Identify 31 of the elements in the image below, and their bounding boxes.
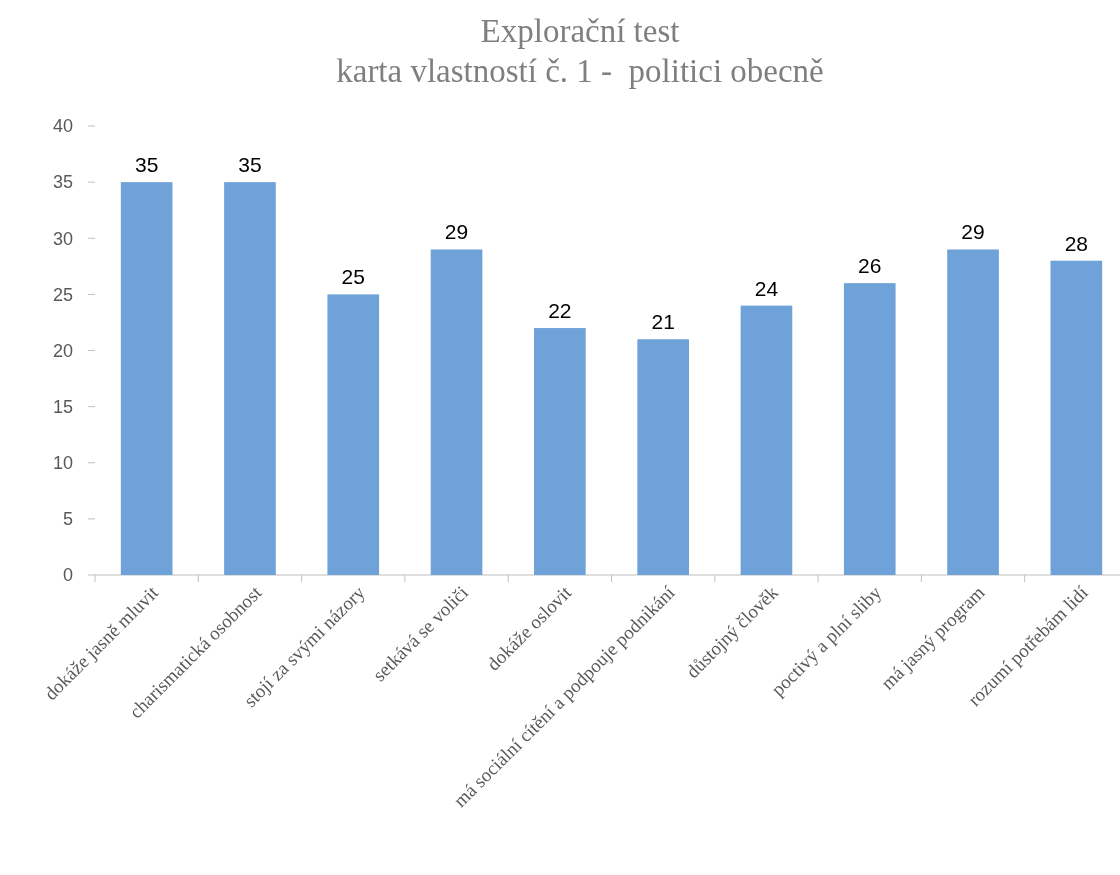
bar bbox=[224, 182, 276, 575]
chart-subtitle: karta vlastností č. 1 - politici obecně bbox=[336, 53, 824, 89]
bar bbox=[740, 305, 793, 575]
y-tick-label: 30 bbox=[52, 228, 73, 249]
data-label: 28 bbox=[1064, 231, 1089, 255]
chart-title: Explorační test bbox=[480, 13, 680, 49]
y-tick-label: 35 bbox=[52, 172, 73, 193]
data-label: 35 bbox=[134, 153, 159, 177]
bar bbox=[947, 249, 999, 575]
y-tick-label: 20 bbox=[52, 340, 73, 361]
y-tick-label: 10 bbox=[52, 453, 73, 474]
bar bbox=[637, 339, 689, 575]
bar bbox=[120, 182, 173, 575]
bar bbox=[1050, 260, 1103, 575]
data-label: 29 bbox=[444, 220, 469, 244]
data-label: 26 bbox=[858, 254, 882, 278]
data-label: 29 bbox=[961, 220, 985, 244]
data-label: 24 bbox=[754, 276, 779, 300]
y-tick-label: 0 bbox=[62, 565, 73, 586]
y-tick-label: 40 bbox=[52, 116, 73, 137]
data-label: 25 bbox=[341, 265, 365, 289]
data-label: 35 bbox=[238, 153, 262, 177]
y-tick-label: 25 bbox=[52, 284, 73, 305]
bar bbox=[327, 294, 380, 575]
y-tick-label: 15 bbox=[52, 396, 73, 417]
bar bbox=[534, 328, 586, 575]
data-label: 22 bbox=[548, 299, 572, 323]
bar bbox=[430, 249, 483, 575]
data-label: 21 bbox=[651, 310, 675, 334]
bar bbox=[843, 283, 896, 575]
y-tick-label: 5 bbox=[62, 509, 73, 530]
